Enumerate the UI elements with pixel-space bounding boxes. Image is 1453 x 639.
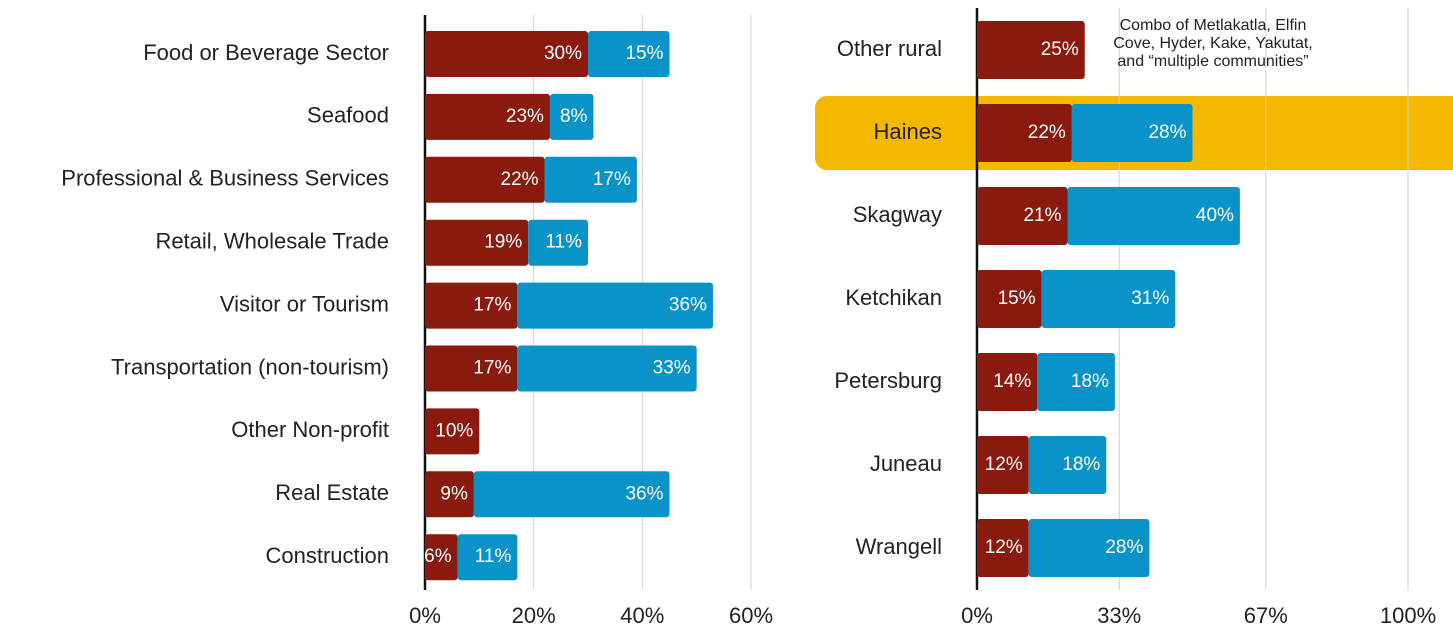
bar-segment bbox=[457, 534, 518, 581]
value-label: 11% bbox=[475, 546, 512, 567]
category-label: Ketchikan bbox=[845, 285, 942, 310]
value-label: 36% bbox=[669, 295, 707, 316]
category-label: Skagway bbox=[853, 202, 942, 227]
bar-segment bbox=[528, 219, 588, 266]
value-label: 10% bbox=[435, 420, 473, 441]
category-label: Juneau bbox=[870, 451, 942, 476]
annotation: and “multiple communities” bbox=[1117, 53, 1308, 70]
category-label: Other Non-profit bbox=[231, 417, 389, 442]
category-label: Retail, Wholesale Trade bbox=[155, 229, 389, 254]
value-label: 8% bbox=[560, 106, 588, 127]
value-label: 11% bbox=[545, 232, 582, 253]
x-tick-label: 20% bbox=[512, 603, 556, 628]
category-label: Seafood bbox=[307, 103, 389, 128]
x-tick-label: 0% bbox=[409, 603, 441, 628]
bar-segment bbox=[1028, 519, 1150, 577]
bar-segment bbox=[977, 436, 1029, 494]
x-tick-label: 60% bbox=[729, 603, 773, 628]
bar-segment bbox=[544, 156, 637, 203]
value-label: 19% bbox=[484, 232, 522, 253]
value-label: 23% bbox=[506, 106, 544, 127]
value-label: 33% bbox=[653, 358, 691, 379]
bar-segment bbox=[1041, 270, 1176, 328]
bar-segment bbox=[1067, 187, 1240, 245]
bar-segment bbox=[977, 353, 1038, 411]
value-label: 21% bbox=[1023, 205, 1061, 226]
bar-segment bbox=[425, 534, 458, 581]
x-tick-label: 40% bbox=[620, 603, 664, 628]
bar-segment bbox=[473, 471, 670, 518]
value-label: 15% bbox=[998, 288, 1036, 309]
value-label: 12% bbox=[985, 454, 1023, 475]
x-tick-label: 0% bbox=[961, 603, 993, 628]
bar-segment bbox=[425, 471, 474, 518]
bar-segment bbox=[1028, 436, 1107, 494]
bar-segment bbox=[517, 282, 713, 329]
value-label: 25% bbox=[1041, 39, 1079, 60]
value-label: 22% bbox=[1028, 122, 1066, 143]
bar-segment bbox=[425, 345, 518, 392]
x-tick-label: 33% bbox=[1097, 603, 1141, 628]
value-label: 12% bbox=[985, 537, 1023, 558]
value-label: 36% bbox=[625, 483, 663, 504]
category-label: Professional & Business Services bbox=[61, 166, 389, 191]
annotation: Combo of Metlakatla, Elfin bbox=[1120, 17, 1307, 34]
category-label: Construction bbox=[265, 543, 389, 568]
bar-segment bbox=[549, 93, 594, 140]
category-label: Haines bbox=[874, 119, 942, 144]
value-label: 28% bbox=[1148, 122, 1186, 143]
annotation: Cove, Hyder, Kake, Yakutat, bbox=[1113, 35, 1313, 52]
bar-segment bbox=[977, 519, 1029, 577]
bar-segment bbox=[977, 187, 1068, 245]
bar-segment bbox=[425, 282, 518, 329]
bar-segment bbox=[425, 408, 480, 455]
value-label: 6% bbox=[424, 546, 452, 567]
category-label: Other rural bbox=[837, 36, 942, 61]
bar-segment bbox=[1037, 353, 1115, 411]
x-tick-label: 100% bbox=[1380, 603, 1436, 628]
bar-segment bbox=[1071, 104, 1193, 162]
value-label: 14% bbox=[993, 371, 1031, 392]
category-label: Food or Beverage Sector bbox=[143, 40, 389, 65]
bar-segment bbox=[425, 31, 588, 77]
bar-segment bbox=[977, 270, 1042, 328]
value-label: 30% bbox=[544, 43, 582, 64]
bar-segment bbox=[425, 93, 550, 140]
bar-segment bbox=[517, 345, 697, 392]
category-label: Visitor or Tourism bbox=[220, 291, 389, 316]
value-label: 22% bbox=[501, 169, 539, 190]
category-label: Real Estate bbox=[275, 480, 389, 505]
bar-segment bbox=[425, 156, 545, 203]
value-label: 18% bbox=[1071, 371, 1109, 392]
value-label: 9% bbox=[440, 483, 468, 504]
bar-segment bbox=[977, 21, 1085, 79]
bar-segment bbox=[425, 219, 529, 266]
value-label: 28% bbox=[1105, 537, 1143, 558]
value-label: 18% bbox=[1062, 454, 1100, 475]
category-label: Petersburg bbox=[834, 368, 942, 393]
value-label: 15% bbox=[625, 43, 663, 64]
category-label: Transportation (non-tourism) bbox=[111, 354, 389, 379]
x-tick-label: 67% bbox=[1244, 603, 1288, 628]
value-label: 31% bbox=[1131, 288, 1169, 309]
value-label: 17% bbox=[473, 295, 511, 316]
value-label: 17% bbox=[593, 169, 631, 190]
bar-segment bbox=[977, 104, 1072, 162]
category-label: Wrangell bbox=[856, 534, 942, 559]
value-label: 17% bbox=[473, 358, 511, 379]
value-label: 40% bbox=[1196, 205, 1234, 226]
bar-segment bbox=[588, 31, 670, 77]
